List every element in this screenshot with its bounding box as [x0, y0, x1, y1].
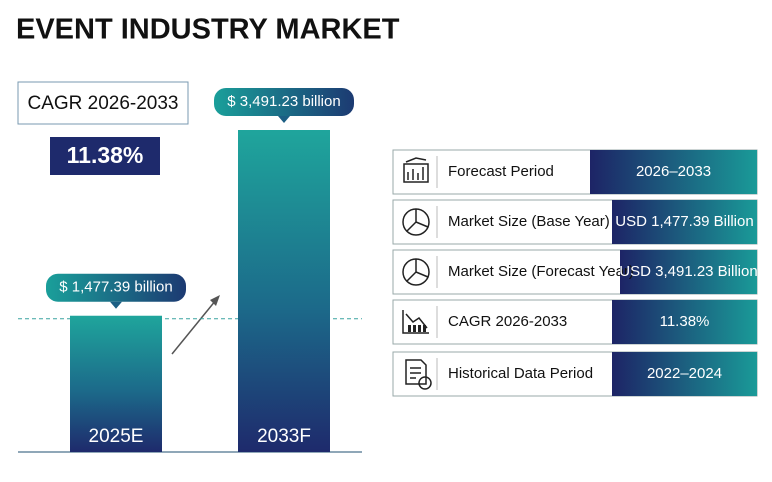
icon	[406, 259, 429, 282]
row-value-box	[612, 352, 757, 396]
icon	[418, 325, 421, 332]
icon	[403, 163, 429, 183]
value-bubble	[214, 88, 354, 116]
cagr-value: 11.38%	[67, 142, 144, 168]
row-value: USD 3,491.23 Billion	[619, 263, 757, 280]
icon	[413, 325, 416, 332]
trend-arrow	[171, 299, 217, 355]
icon	[408, 325, 411, 332]
bubble-pointer	[278, 116, 290, 123]
icon	[405, 157, 427, 180]
row-value-box	[612, 200, 757, 244]
cagr-label: CAGR 2026-2033	[27, 93, 178, 114]
icon	[405, 359, 427, 385]
value-label: $ 3,491.23 billion	[227, 93, 340, 110]
icon	[402, 310, 429, 334]
value-label: $ 1,477.39 billion	[59, 279, 172, 296]
row-value: 2026–2033	[636, 163, 711, 180]
row-value-box	[612, 300, 757, 344]
row-value: 11.38%	[660, 313, 710, 330]
trend-arrow-head	[210, 295, 220, 306]
row-value-box	[590, 150, 757, 194]
row-label: Historical Data Period	[448, 365, 593, 382]
cagr-label-box	[17, 81, 189, 125]
icon	[418, 376, 432, 390]
row-value: USD 1,477.39 Billion	[615, 213, 753, 230]
row-label: Market Size (Forecast Year)	[448, 263, 634, 280]
bubble-pointer	[110, 301, 122, 309]
cagr-value-box	[50, 137, 160, 175]
icon	[423, 325, 426, 332]
row-label: Forecast Period	[448, 163, 554, 180]
bar	[238, 130, 330, 452]
row-label: CAGR 2026-2033	[448, 313, 567, 330]
icon	[406, 209, 429, 232]
row-label: Market Size (Base Year)	[448, 213, 610, 230]
category-label: 2025E	[89, 426, 144, 447]
bar	[70, 315, 162, 452]
value-bubble	[46, 273, 186, 302]
title: EVENT INDUSTRY MARKET	[16, 14, 400, 46]
category-label: 2033F	[257, 426, 311, 447]
row-value-box	[620, 250, 757, 294]
row-value: 2022–2024	[647, 365, 722, 382]
